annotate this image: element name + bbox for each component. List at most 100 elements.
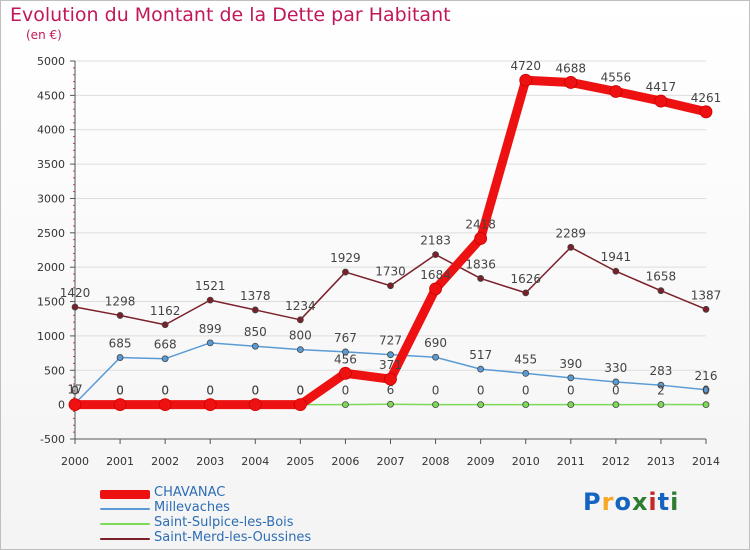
data-label: 1626 bbox=[510, 272, 541, 286]
legend-item: Saint-Sulpice-les-Bois bbox=[100, 515, 360, 531]
data-label: 0 bbox=[702, 384, 710, 398]
data-label: 455 bbox=[514, 352, 537, 366]
data-label: 1521 bbox=[195, 279, 226, 293]
data-label: 0 bbox=[477, 384, 485, 398]
data-label: 4556 bbox=[601, 71, 632, 85]
data-point bbox=[384, 372, 397, 386]
legend-swatch bbox=[100, 538, 150, 540]
series-saint-merd-les-oussines: 1420 1298 1162 1521 1378 1234 1929 1730 2183 1836… bbox=[60, 226, 722, 329]
data-label: 4261 bbox=[691, 91, 722, 105]
data-point bbox=[206, 339, 214, 347]
data-label: 1836 bbox=[465, 257, 496, 271]
data-point bbox=[519, 73, 533, 87]
data-label: 371 bbox=[379, 358, 402, 372]
data-label: 668 bbox=[154, 338, 177, 352]
data-label: 727 bbox=[379, 334, 402, 348]
data-point bbox=[161, 321, 169, 329]
data-point bbox=[474, 232, 488, 245]
data-label: 283 bbox=[649, 364, 672, 378]
legend-label: CHAVANAC bbox=[154, 485, 226, 500]
data-point bbox=[293, 398, 307, 412]
y-tick-label: 500 bbox=[44, 364, 65, 377]
x-tick-label: 2009 bbox=[467, 455, 495, 468]
legend-swatch bbox=[100, 508, 150, 510]
chart-title: Evolution du Montant de la Dette par Hab… bbox=[10, 4, 451, 26]
legend-item: Saint-Merd-les-Oussines bbox=[100, 530, 360, 546]
legend-label: Saint-Sulpice-les-Bois bbox=[154, 515, 294, 530]
data-label: 4688 bbox=[556, 61, 587, 75]
data-point bbox=[567, 401, 575, 409]
data-label: 2 bbox=[657, 383, 665, 397]
data-point bbox=[429, 282, 442, 296]
data-point bbox=[609, 85, 623, 98]
logo-letter: x bbox=[631, 488, 649, 516]
data-label: 0 bbox=[612, 384, 620, 398]
data-label: 1378 bbox=[240, 289, 271, 303]
data-label: 2418 bbox=[465, 217, 496, 231]
x-tick-label: 2013 bbox=[647, 455, 675, 468]
x-tick-label: 2008 bbox=[422, 455, 450, 468]
x-tick-label: 2011 bbox=[557, 455, 585, 468]
data-label: 1420 bbox=[60, 286, 91, 300]
data-point bbox=[342, 268, 349, 276]
y-tick-label: 4500 bbox=[37, 89, 65, 102]
legend-item: Millevaches bbox=[100, 500, 360, 516]
data-point bbox=[522, 401, 530, 409]
data-label: 1234 bbox=[285, 299, 316, 313]
data-point bbox=[477, 401, 485, 409]
data-label: 517 bbox=[469, 348, 492, 362]
logo-letter: i bbox=[648, 488, 658, 516]
data-label: 6 bbox=[387, 383, 395, 397]
data-point bbox=[477, 275, 485, 282]
data-point bbox=[612, 267, 620, 275]
data-label: 1298 bbox=[105, 294, 136, 308]
logo-letter: i bbox=[670, 488, 680, 516]
data-point bbox=[251, 306, 259, 314]
legend: CHAVANAC Millevaches Saint-Sulpice-les-Boi… bbox=[100, 485, 360, 546]
y-tick-label: 5000 bbox=[37, 55, 65, 68]
data-point bbox=[116, 354, 124, 361]
data-point bbox=[657, 287, 665, 295]
x-tick-label: 2001 bbox=[106, 455, 134, 468]
y-tick-label: 3500 bbox=[37, 158, 65, 171]
data-label: 850 bbox=[244, 325, 267, 339]
data-label: 690 bbox=[424, 336, 447, 350]
y-tick-label: -500 bbox=[40, 433, 65, 446]
x-tick-label: 2014 bbox=[692, 455, 720, 468]
x-tick-label: 2006 bbox=[331, 455, 359, 468]
data-point bbox=[702, 401, 710, 409]
y-tick-label: 3000 bbox=[37, 192, 65, 205]
data-label: 685 bbox=[109, 337, 132, 351]
x-tick-label: 2005 bbox=[286, 455, 314, 468]
x-tick-label: 2004 bbox=[241, 455, 269, 468]
data-label: 0 bbox=[116, 384, 124, 398]
data-point bbox=[203, 398, 217, 412]
y-tick-label: 2000 bbox=[37, 261, 65, 274]
data-label: 767 bbox=[334, 331, 357, 345]
y-tick-label: 2500 bbox=[37, 227, 65, 240]
data-label: 1387 bbox=[691, 288, 722, 302]
data-label: 0 bbox=[251, 384, 259, 398]
data-point bbox=[522, 369, 530, 377]
data-point bbox=[248, 398, 262, 412]
data-point bbox=[296, 316, 304, 324]
data-label: 0 bbox=[297, 384, 305, 398]
series-millevaches: 17 685 668 899 850 800 767 727 690 517 455 390 330 28… bbox=[67, 322, 717, 407]
data-label: 390 bbox=[559, 357, 582, 371]
data-label: 4417 bbox=[646, 80, 677, 94]
data-label: 800 bbox=[289, 329, 312, 343]
data-label: 1941 bbox=[601, 250, 632, 264]
data-point bbox=[387, 282, 394, 290]
data-point bbox=[567, 243, 575, 251]
data-point bbox=[702, 386, 710, 394]
data-label: 0 bbox=[251, 384, 259, 398]
data-point bbox=[432, 251, 439, 259]
logo-letter: t bbox=[657, 488, 671, 516]
legend-item: CHAVANAC bbox=[100, 485, 360, 501]
y-tick-label: 1000 bbox=[37, 330, 65, 343]
logo-letter: r bbox=[601, 488, 615, 516]
data-point bbox=[432, 353, 439, 361]
proxiti-logo: Proxiti bbox=[583, 488, 679, 516]
data-label: 0 bbox=[161, 384, 169, 398]
